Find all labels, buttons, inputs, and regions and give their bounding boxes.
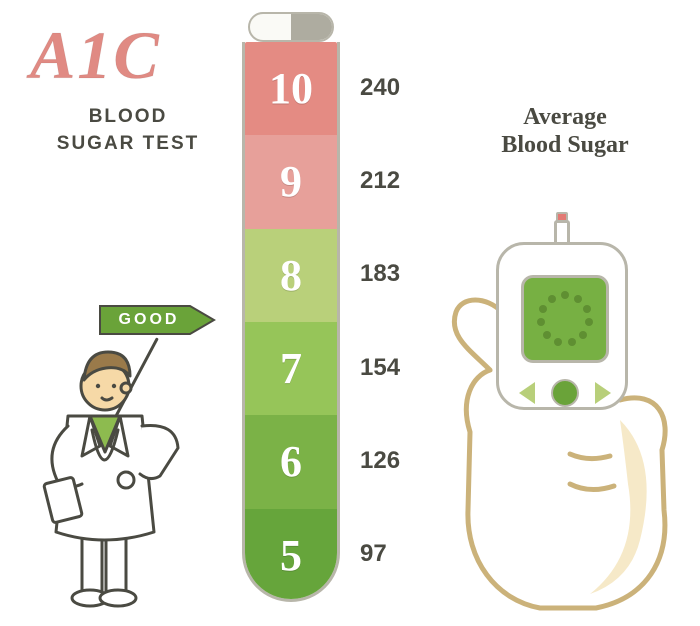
glucometer-screen xyxy=(521,275,609,363)
avg-value-10: 240 xyxy=(360,74,400,102)
a1c-band-9: 9 xyxy=(245,135,337,228)
avg-title-line2: Blood Sugar xyxy=(470,132,660,160)
avg-value-9: 212 xyxy=(360,167,400,195)
glucometer-body xyxy=(496,242,628,410)
a1c-band-5: 5 xyxy=(245,509,337,602)
right-arrow-icon xyxy=(595,382,611,404)
loading-dots-icon xyxy=(535,289,595,349)
avg-blood-sugar-title: Average Blood Sugar xyxy=(470,104,660,159)
a1c-band-10: 10 xyxy=(245,42,337,135)
a1c-band-6: 6 xyxy=(245,415,337,508)
avg-value-6: 126 xyxy=(360,447,400,475)
glucometer xyxy=(496,226,628,426)
left-arrow-icon xyxy=(519,382,535,404)
subtitle-block: BLOOD SUGAR TEST xyxy=(48,104,208,157)
ok-button-icon xyxy=(551,379,579,407)
avg-value-7: 154 xyxy=(360,354,400,382)
doctor-icon xyxy=(24,330,194,610)
test-tube: 1098765 xyxy=(242,12,340,608)
title-a1c: A1C xyxy=(30,16,161,95)
glucometer-controls xyxy=(519,373,611,413)
a1c-band-8: 8 xyxy=(245,229,337,322)
tube-body: 1098765 xyxy=(242,42,340,602)
subtitle-line2: SUGAR TEST xyxy=(48,131,208,158)
tube-cap-shade xyxy=(291,14,332,40)
avg-value-5: 97 xyxy=(360,540,387,568)
subtitle-line1: BLOOD xyxy=(48,104,208,131)
a1c-band-7: 7 xyxy=(245,322,337,415)
tube-cap xyxy=(248,12,334,42)
avg-title-line1: Average xyxy=(470,104,660,132)
avg-value-8: 183 xyxy=(360,260,400,288)
